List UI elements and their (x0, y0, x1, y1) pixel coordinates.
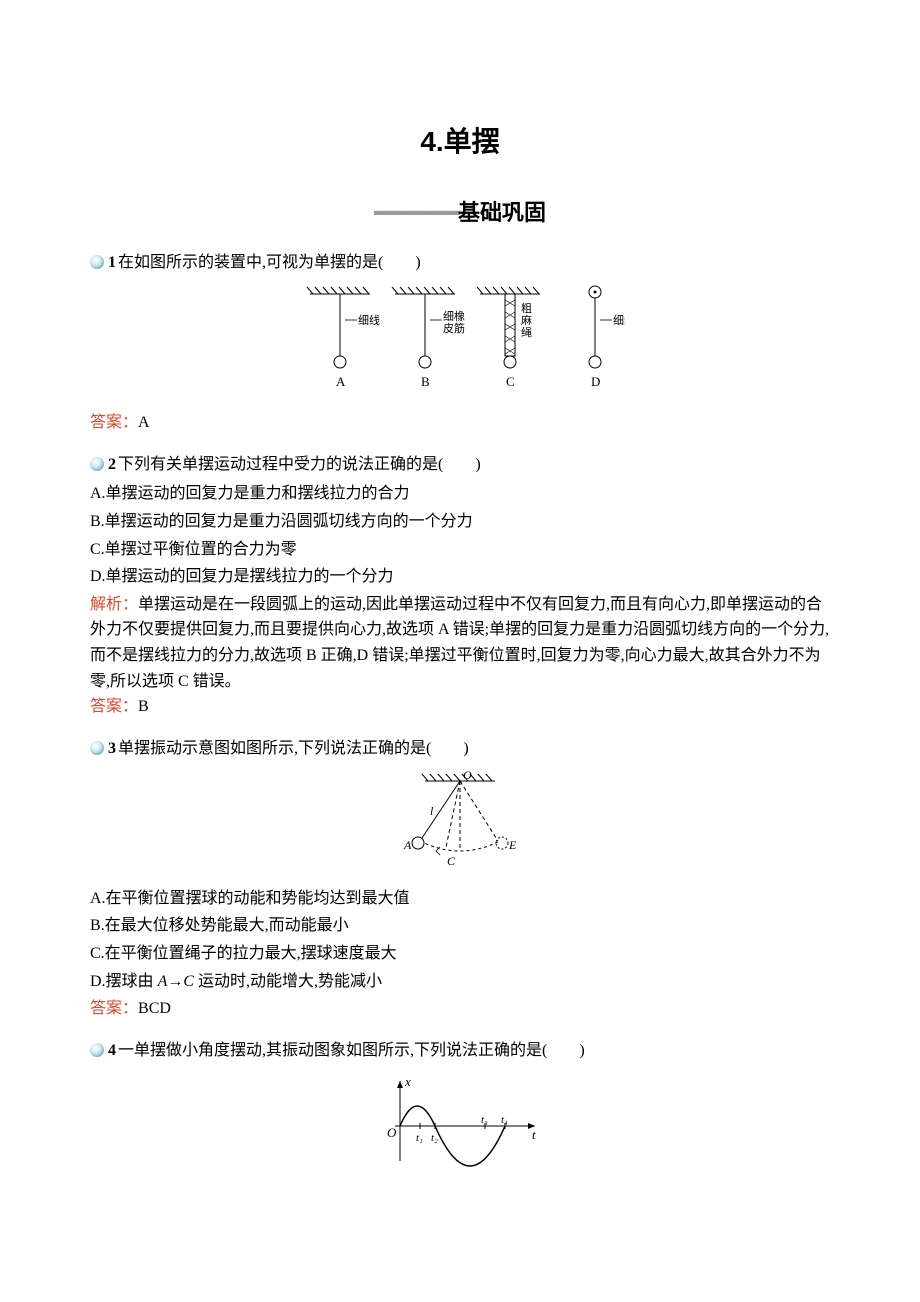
q4-t1: t₁ (416, 1132, 423, 1144)
q1-lab-d: D (591, 374, 600, 389)
q3-answer: BCD (138, 1000, 171, 1017)
q3-opt-d: D.摆球由 A→C 运动时,动能增大,势能减小 (90, 969, 830, 995)
q3-answer-label: 答案： (90, 1000, 138, 1017)
q4-t2: t₂ (431, 1132, 438, 1144)
section-dashes: ▬▬▬▬▬▬▬ (374, 201, 458, 223)
q3-row: 3 单摆振动示意图如图所示,下列说法正确的是( ) (90, 736, 830, 762)
q4-axis-t: t (532, 1127, 536, 1142)
q3-e: E (508, 838, 517, 852)
q3-answer-line: 答案：BCD (90, 996, 830, 1022)
q2-text: 下列有关单摆运动过程中受力的说法正确的是( ) (118, 452, 481, 478)
q4-row: 4 一单摆做小角度摆动,其振动图象如图所示,下列说法正确的是( ) (90, 1038, 830, 1064)
q4-text: 一单摆做小角度摆动,其振动图象如图所示,下列说法正确的是( ) (118, 1038, 585, 1064)
q3-opt-b: B.在最大位移处势能最大,而动能最小 (90, 913, 830, 939)
section-label: 基础巩固 (458, 195, 546, 230)
q2-expl: 单摆运动是在一段圆弧上的运动,因此单摆运动过程中不仅有回复力,而且有向心力,即单… (90, 596, 829, 690)
q4-axis-x: x (404, 1074, 411, 1089)
bullet-icon (90, 1043, 104, 1057)
q4-t4: t₄ (501, 1114, 508, 1126)
q1-answer-line: 答案：A (90, 410, 830, 436)
q3-opt-c: C.在平衡位置绳子的拉力最大,摆球速度最大 (90, 941, 830, 967)
q3-c: C (447, 854, 456, 868)
q1-figure: 细线 A 细橡 皮筋 B (90, 284, 830, 403)
q1-answer: A (138, 414, 150, 431)
q2-row: 2 下列有关单摆运动过程中受力的说法正确的是( ) (90, 452, 830, 478)
q2-answer: B (138, 698, 149, 715)
q4-num: 4 (108, 1038, 116, 1064)
q3-text: 单摆振动示意图如图所示,下列说法正确的是( ) (118, 736, 469, 762)
q2-num: 2 (108, 452, 116, 478)
q1-lab-c: C (506, 374, 515, 389)
q2-answer-line: 答案：B (90, 694, 830, 720)
q1-cap-a: 细线 (358, 313, 380, 327)
q1-cap-d: 细线 (613, 313, 625, 327)
q3-opt-d-post: 运动时,动能增大,势能减小 (194, 973, 382, 990)
q3-a: A (403, 838, 412, 852)
section-header: ▬▬▬▬▬▬▬ 基础巩固 (90, 195, 830, 230)
bullet-icon (90, 741, 104, 755)
q1-text: 在如图所示的装置中,可视为单摆的是( ) (118, 250, 421, 276)
q1-lab-a: A (336, 374, 346, 389)
svg-text:绳: 绳 (521, 325, 532, 339)
q2-expl-label: 解析： (90, 596, 138, 613)
q3-l: l (430, 804, 434, 818)
q3-o: O (463, 769, 472, 782)
q1-lab-b: B (421, 374, 430, 389)
q3-figure: O l A C E (90, 769, 830, 878)
q2-opt-d: D.单摆运动的回复力是摆线拉力的一个分力 (90, 564, 830, 590)
page-title: 4.单摆 (90, 120, 830, 165)
q1-row: 1 在如图所示的装置中,可视为单摆的是( ) (90, 250, 830, 276)
q4-origin: O (387, 1125, 397, 1140)
bullet-icon (90, 457, 104, 471)
q2-expl-line: 解析：单摆运动是在一段圆弧上的运动,因此单摆运动过程中不仅有回复力,而且有向心力… (90, 592, 830, 694)
bullet-icon (90, 255, 104, 269)
q2-opt-c: C.单摆过平衡位置的合力为零 (90, 537, 830, 563)
q3-opt-d-ital: A→C (158, 973, 194, 990)
svg-text:麻: 麻 (521, 313, 532, 327)
svg-text:皮筋: 皮筋 (443, 321, 465, 335)
q2-opt-b: B.单摆运动的回复力是重力沿圆弧切线方向的一个分力 (90, 509, 830, 535)
svg-text:粗: 粗 (521, 302, 532, 315)
q3-opt-d-pre: D.摆球由 (90, 973, 158, 990)
svg-text:细橡: 细橡 (443, 310, 465, 323)
q1-answer-label: 答案： (90, 414, 138, 431)
q3-num: 3 (108, 736, 116, 762)
q2-answer-label: 答案： (90, 698, 138, 715)
q2-opt-a: A.单摆运动的回复力是重力和摆线拉力的合力 (90, 481, 830, 507)
q4-figure: x t O t₁ t₂ t₃ t₄ (90, 1071, 830, 1180)
q3-opt-a: A.在平衡位置摆球的动能和势能均达到最大值 (90, 886, 830, 912)
q1-num: 1 (108, 250, 116, 276)
q4-t3: t₃ (481, 1114, 488, 1126)
